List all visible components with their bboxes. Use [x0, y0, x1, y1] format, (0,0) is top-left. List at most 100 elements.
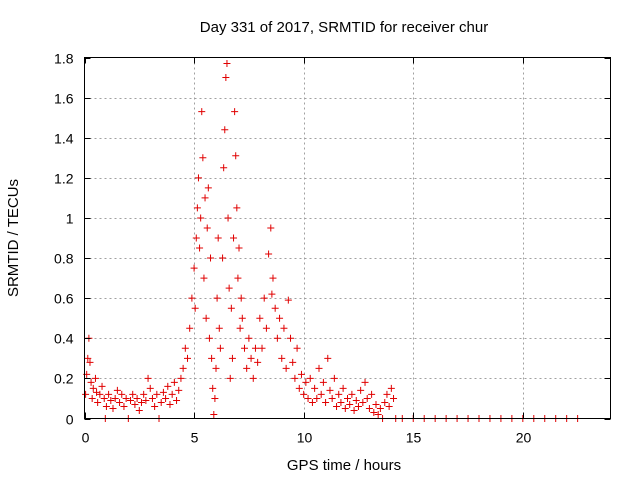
data-point	[365, 404, 373, 412]
y-tick-label: 1	[66, 211, 74, 227]
data-point	[198, 108, 206, 116]
data-point	[232, 152, 240, 160]
data-point	[214, 234, 222, 242]
data-point	[306, 374, 314, 382]
data-point	[197, 214, 205, 222]
data-point	[240, 344, 248, 352]
data-point	[221, 126, 229, 134]
data-point	[212, 364, 220, 372]
data-point	[254, 358, 262, 366]
x-tick-label: 20	[516, 430, 532, 446]
data-point	[247, 354, 255, 362]
data-point	[311, 384, 319, 392]
data-point	[344, 394, 351, 402]
data-point	[341, 404, 349, 412]
data-point	[372, 400, 380, 408]
data-point	[243, 364, 251, 372]
data-point	[226, 374, 234, 382]
data-point	[289, 358, 297, 366]
data-point	[89, 384, 97, 392]
data-point	[262, 324, 270, 332]
data-point	[144, 374, 152, 382]
data-point	[225, 284, 233, 292]
data-point	[105, 390, 113, 398]
data-point	[245, 334, 253, 342]
data-point	[234, 274, 242, 282]
data-point	[295, 384, 303, 392]
data-point	[265, 250, 273, 258]
data-point	[137, 398, 145, 406]
data-point	[94, 398, 102, 406]
data-point	[190, 264, 198, 272]
data-point	[222, 74, 230, 82]
grid-lines	[84, 57, 611, 419]
data-point	[280, 324, 288, 332]
data-point	[256, 314, 264, 322]
data-point	[179, 364, 187, 372]
data-point	[361, 378, 369, 386]
data-point	[209, 384, 217, 392]
data-point	[390, 394, 398, 402]
data-point	[84, 354, 92, 362]
data-point	[193, 204, 201, 212]
data-point	[339, 384, 347, 392]
y-tick-label: 1.6	[54, 91, 74, 107]
data-point	[333, 402, 341, 410]
data-point	[122, 394, 130, 402]
data-point	[230, 234, 238, 242]
data-point	[357, 386, 365, 394]
y-tick-labels: 0 0.2 0.4 0.6 0.8 1 1.2 1.4 1.6 1.8	[54, 51, 74, 428]
data-point	[88, 394, 96, 402]
data-point	[199, 154, 207, 162]
data-point	[208, 354, 216, 362]
data-point	[308, 398, 316, 406]
data-point	[267, 224, 275, 232]
data-point	[381, 398, 389, 406]
data-point	[228, 354, 236, 362]
data-point	[348, 390, 356, 398]
data-point	[337, 398, 345, 406]
data-point	[383, 390, 391, 398]
data-point	[177, 374, 185, 382]
data-point	[96, 390, 104, 398]
data-point	[363, 394, 371, 402]
data-point	[91, 374, 99, 382]
data-point	[235, 244, 243, 252]
data-point	[260, 294, 268, 302]
y-tick-label: 1.8	[54, 51, 74, 67]
data-point	[368, 390, 376, 398]
data-point	[100, 394, 108, 402]
data-point	[118, 390, 126, 398]
data-point	[297, 370, 305, 378]
data-point	[153, 390, 161, 398]
data-point	[168, 390, 176, 398]
axis-ticks	[84, 57, 611, 420]
data-point	[319, 378, 327, 386]
data-point	[192, 234, 200, 242]
data-point	[135, 406, 143, 414]
data-point	[146, 384, 154, 392]
data-point	[184, 354, 192, 362]
data-point	[216, 344, 224, 352]
data-point	[273, 334, 281, 342]
plot-frame	[84, 57, 611, 419]
chart-title: Day 331 of 2017, SRMTID for receiver chu…	[200, 19, 488, 36]
data-point	[98, 382, 106, 390]
data-point	[86, 358, 94, 366]
data-point	[276, 314, 284, 322]
data-point	[258, 344, 266, 352]
data-point	[352, 396, 360, 404]
data-point	[186, 324, 194, 332]
data-point	[249, 374, 257, 382]
y-axis-label: SRMTID / TECUs	[5, 179, 22, 297]
data-point	[385, 402, 393, 410]
data-point	[102, 402, 110, 410]
data-point	[227, 304, 235, 312]
data-point	[278, 354, 286, 362]
data-point	[82, 390, 90, 398]
data-point	[129, 390, 137, 398]
y-tick-label: 1.4	[54, 131, 74, 147]
data-point	[313, 394, 321, 402]
data-point	[237, 294, 245, 302]
